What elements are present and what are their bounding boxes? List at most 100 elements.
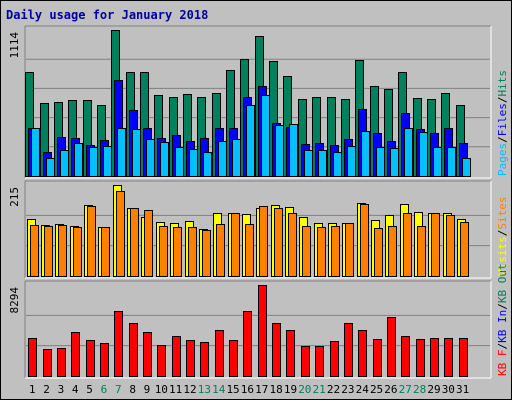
bar-sites-day-31 (460, 222, 469, 277)
x-tick-label: 7 (115, 383, 122, 396)
bar-sites-day-5 (87, 206, 96, 277)
bar-pages-day-10 (160, 142, 169, 177)
x-tick-label: 27 (399, 383, 412, 396)
bar-sites-day-11 (173, 227, 182, 277)
bar-kb-f-day-12 (186, 340, 195, 377)
bar-sites-day-24 (360, 204, 369, 277)
bar-kb-f-day-21 (315, 346, 324, 377)
chart-panels: 1114Pages/Files/Hits215Visits/Sites8294K… (8, 25, 509, 379)
bar-kb-f-day-3 (57, 348, 66, 377)
bar-sites-day-27 (403, 213, 412, 277)
bar-kb-f-day-24 (358, 330, 367, 377)
bar-pages-day-8 (132, 129, 141, 177)
legend-kbytes: KB F/KB In/KB Out (496, 263, 509, 376)
scale-label-requests: 1114 (8, 32, 21, 59)
bar-sites-day-7 (116, 191, 125, 277)
bar-sites-day-15 (231, 213, 240, 277)
bar-pages-day-23 (347, 146, 356, 177)
legend-entry: KB In (496, 310, 509, 343)
bar-pages-day-27 (404, 128, 413, 177)
bar-pages-day-15 (232, 139, 241, 177)
x-tick-label: 15 (226, 383, 239, 396)
x-tick-label: 13 (198, 383, 211, 396)
bar-sites-day-6 (101, 227, 110, 277)
bar-pages-day-4 (74, 143, 83, 177)
bar-sites-day-20 (302, 226, 311, 277)
legend-entry: / (496, 97, 509, 104)
bar-kb-f-day-13 (200, 342, 209, 377)
panel-visits: 215 Visits/Sites (8, 180, 509, 279)
bar-pages-day-12 (189, 149, 198, 177)
x-tick-label: 8 (129, 383, 136, 396)
bar-pages-day-20 (304, 150, 313, 177)
bar-kb-f-day-9 (143, 332, 152, 377)
legend-entry: Hits (496, 70, 509, 97)
legend-entry: / (496, 303, 509, 310)
x-tick-label: 6 (101, 383, 108, 396)
x-tick-label: 21 (313, 383, 326, 396)
bar-pages-day-21 (318, 150, 327, 177)
bar-pages-day-11 (175, 147, 184, 177)
x-tick-label: 2 (43, 383, 50, 396)
bar-kb-f-day-6 (100, 343, 109, 377)
bar-sites-day-29 (431, 213, 440, 277)
bar-pages-day-22 (333, 152, 342, 177)
bar-sites-day-21 (317, 227, 326, 277)
x-tick-label: 1 (29, 383, 36, 396)
bar-sites-day-1 (30, 225, 39, 277)
bar-sites-day-4 (73, 227, 82, 277)
bar-sites-day-23 (345, 223, 354, 277)
x-tick-label: 22 (327, 383, 340, 396)
bar-kb-f-day-15 (229, 340, 238, 377)
bar-kb-f-day-27 (401, 336, 410, 377)
bar-pages-day-31 (462, 158, 471, 177)
bar-pages-day-14 (218, 141, 227, 177)
bar-pages-day-25 (376, 147, 385, 177)
bar-sites-day-22 (331, 226, 340, 277)
bar-sites-day-16 (245, 224, 254, 277)
bar-kb-f-day-2 (43, 349, 52, 377)
bar-sites-day-26 (388, 226, 397, 277)
legend-visits: Visits/Sites (496, 197, 509, 277)
x-tick-label: 18 (270, 383, 283, 396)
legend-entry: / (496, 136, 509, 143)
bar-sites-day-30 (446, 215, 455, 277)
chart-title: Daily usage for January 2018 (6, 8, 208, 22)
legend-entry: Visits (496, 236, 509, 276)
bar-sites-day-2 (44, 226, 53, 277)
legend-entry: KB F (496, 350, 509, 377)
x-tick-label: 10 (155, 383, 168, 396)
x-tick-label: 5 (86, 383, 93, 396)
x-tick-label: 11 (169, 383, 182, 396)
bar-sites-day-13 (202, 230, 211, 277)
x-tick-label: 26 (384, 383, 397, 396)
bar-sites-day-14 (216, 224, 225, 277)
x-tick-label: 23 (341, 383, 354, 396)
bar-pages-day-6 (103, 146, 112, 177)
x-tick-label: 3 (58, 383, 65, 396)
x-tick-label: 24 (356, 383, 370, 396)
bar-sites-day-18 (274, 208, 283, 277)
bar-sites-day-25 (374, 228, 383, 277)
bar-kb-f-day-11 (172, 336, 181, 377)
bar-pages-day-2 (46, 158, 55, 177)
bar-kb-f-day-22 (330, 341, 339, 377)
x-tick-label: 31 (456, 383, 469, 396)
x-tick-label: 19 (284, 383, 297, 396)
bar-pages-day-29 (433, 147, 442, 177)
bar-pages-day-13 (203, 152, 212, 177)
bar-pages-day-7 (117, 128, 126, 177)
x-tick-label: 28 (413, 383, 426, 396)
bar-pages-day-3 (60, 150, 69, 177)
bar-sites-day-8 (130, 208, 139, 277)
bar-kb-f-day-23 (344, 323, 353, 377)
bar-sites-day-3 (58, 225, 67, 277)
bar-pages-day-18 (275, 125, 284, 177)
x-tick-label: 9 (144, 383, 151, 396)
bar-kb-f-day-19 (286, 330, 295, 377)
x-tick-label: 29 (427, 383, 440, 396)
bar-pages-day-5 (89, 147, 98, 177)
